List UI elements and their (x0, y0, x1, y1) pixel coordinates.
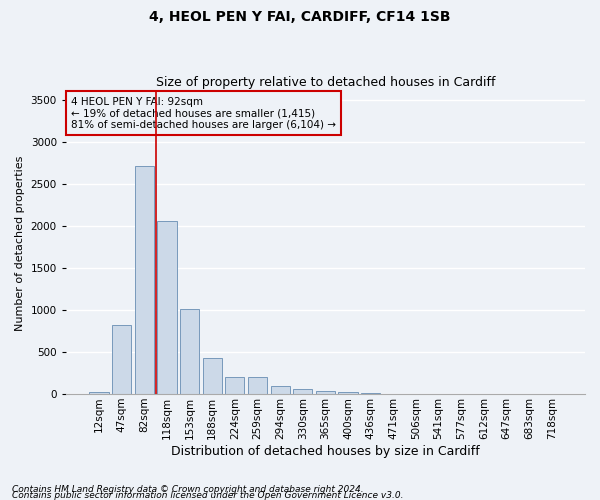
Bar (157, 221, 176, 394)
Bar (112, 326, 131, 394)
Text: Contains HM Land Registry data © Crown copyright and database right 2024.: Contains HM Land Registry data © Crown c… (12, 484, 364, 494)
Title: Size of property relative to detached houses in Cardiff: Size of property relative to detached ho… (155, 76, 495, 90)
X-axis label: Distribution of detached houses by size in Cardiff: Distribution of detached houses by size … (171, 444, 480, 458)
Bar (248, 378, 267, 394)
Bar (203, 358, 222, 394)
Bar (225, 378, 244, 394)
Bar (180, 310, 199, 394)
Bar (135, 166, 154, 394)
Bar (271, 386, 290, 394)
Text: Contains public sector information licensed under the Open Government Licence v3: Contains public sector information licen… (12, 490, 404, 500)
Bar (293, 389, 313, 394)
Bar (338, 392, 358, 394)
Text: 4 HEOL PEN Y FAI: 92sqm
← 19% of detached houses are smaller (1,415)
81% of semi: 4 HEOL PEN Y FAI: 92sqm ← 19% of detache… (71, 96, 336, 130)
Bar (361, 393, 380, 394)
Bar (316, 390, 335, 394)
Text: 4, HEOL PEN Y FAI, CARDIFF, CF14 1SB: 4, HEOL PEN Y FAI, CARDIFF, CF14 1SB (149, 10, 451, 24)
Y-axis label: Number of detached properties: Number of detached properties (15, 156, 25, 330)
Bar (89, 392, 109, 394)
